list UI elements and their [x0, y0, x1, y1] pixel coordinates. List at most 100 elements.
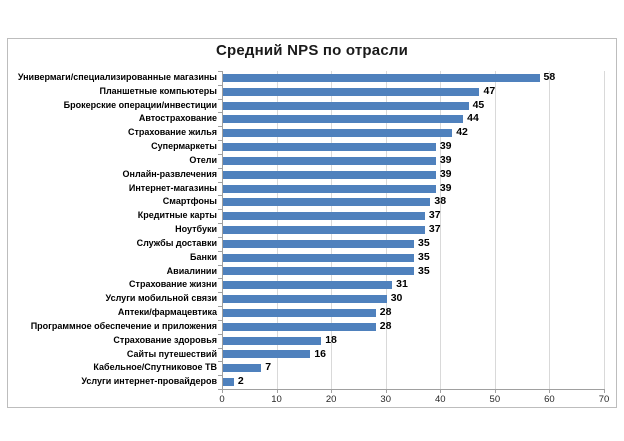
x-axis-tick [549, 389, 551, 393]
value-label: 39 [439, 140, 452, 153]
bar [223, 253, 414, 262]
category-label: Кабельное/Спутниковое ТВ [93, 362, 217, 373]
category-axis-tick [218, 140, 222, 142]
value-label: 7 [265, 361, 272, 374]
bar [223, 226, 425, 234]
bar [223, 308, 376, 317]
x-axis-tick [276, 389, 278, 393]
value-label: 30 [390, 292, 403, 305]
value-label: 35 [418, 236, 430, 249]
category-label: Авиалинии [166, 265, 217, 276]
bar [223, 350, 311, 359]
category-axis-tick [218, 375, 222, 377]
category-label: Супермаркеты [151, 141, 217, 152]
value-label: 38 [434, 195, 447, 208]
gridline [604, 71, 605, 389]
value-label: 45 [472, 98, 485, 111]
gridline [440, 71, 442, 389]
x-axis-tick [385, 389, 387, 393]
bar [223, 281, 393, 290]
category-axis-tick [218, 389, 222, 390]
bar [223, 239, 414, 248]
category-axis-tick [218, 292, 222, 294]
category-axis-tick [218, 84, 222, 86]
value-label: 28 [379, 319, 392, 332]
bar [223, 378, 234, 387]
x-tick-label: 60 [544, 394, 555, 405]
category-label: Службы доставки [136, 237, 217, 248]
category-axis-tick [218, 250, 222, 252]
bar [223, 129, 453, 138]
value-label: 35 [418, 264, 430, 277]
bar [223, 212, 425, 221]
value-label: 28 [379, 306, 392, 319]
category-label: Сайты путешествий [126, 348, 217, 359]
category-axis-tick [218, 195, 222, 197]
chart-frame [7, 38, 617, 408]
category-label: Страхование жилья [128, 127, 217, 138]
x-tick-label: 0 [219, 394, 225, 405]
value-label: 44 [467, 112, 479, 125]
category-axis-tick [218, 236, 222, 238]
x-axis-tick [604, 389, 605, 393]
category-axis-tick [218, 306, 222, 308]
value-axis-line [222, 389, 605, 390]
category-axis-tick [218, 181, 222, 183]
category-label: Интернет-магазины [128, 182, 217, 193]
x-tick-label: 70 [598, 394, 610, 405]
bar [223, 87, 480, 96]
value-label: 37 [428, 223, 441, 236]
bar [223, 295, 387, 304]
category-label: Банки [190, 251, 217, 262]
category-label: Кредитные карты [137, 210, 217, 221]
category-axis-tick [218, 209, 222, 211]
category-label: Планшетные компьютеры [99, 85, 217, 96]
value-label: 42 [456, 126, 468, 139]
bar [223, 364, 262, 373]
bar [223, 267, 414, 276]
category-axis-tick [218, 264, 222, 266]
value-label: 35 [418, 250, 430, 263]
x-axis-tick [494, 389, 496, 393]
category-axis-line [222, 71, 223, 390]
category-axis-tick [218, 319, 222, 321]
category-label: Универмаги/специализированные магазины [17, 72, 217, 82]
category-label: Автострахование [138, 113, 217, 124]
x-tick-label: 40 [434, 394, 446, 405]
bar [223, 143, 436, 152]
category-label: Отели [189, 154, 217, 165]
bar [223, 336, 322, 345]
category-label: Услуги мобильной связи [105, 293, 217, 304]
bar [223, 198, 431, 207]
category-axis-tick [218, 153, 222, 155]
x-axis-tick [440, 389, 442, 393]
category-label: Страхование здоровья [113, 334, 217, 345]
category-axis-tick [218, 333, 222, 335]
bar [223, 115, 464, 124]
bar [223, 170, 436, 179]
gridline [494, 71, 496, 389]
bar [223, 322, 376, 331]
x-tick-label: 20 [325, 394, 337, 405]
value-label: 39 [439, 153, 452, 166]
category-axis-tick [218, 126, 222, 128]
category-axis-tick [218, 112, 222, 114]
gridline [549, 71, 551, 389]
category-label: Страхование жизни [129, 279, 217, 290]
category-axis-tick [218, 98, 222, 100]
x-tick-label: 50 [489, 394, 501, 405]
bar [223, 73, 540, 82]
category-label: Программное обеспечение и приложения [30, 320, 217, 331]
category-axis-tick [218, 278, 222, 280]
chart-title: Средний NPS по отрасли [215, 42, 409, 59]
bar [223, 156, 436, 165]
bar [223, 184, 436, 193]
category-axis-tick [218, 167, 222, 169]
value-label: 2 [237, 375, 244, 388]
category-axis-tick [218, 361, 222, 363]
category-label: Онлайн-развлечения [122, 168, 217, 179]
value-label: 39 [439, 167, 452, 180]
category-label: Брокерские операции/инвестиции [63, 99, 217, 110]
category-axis-tick [218, 223, 222, 225]
